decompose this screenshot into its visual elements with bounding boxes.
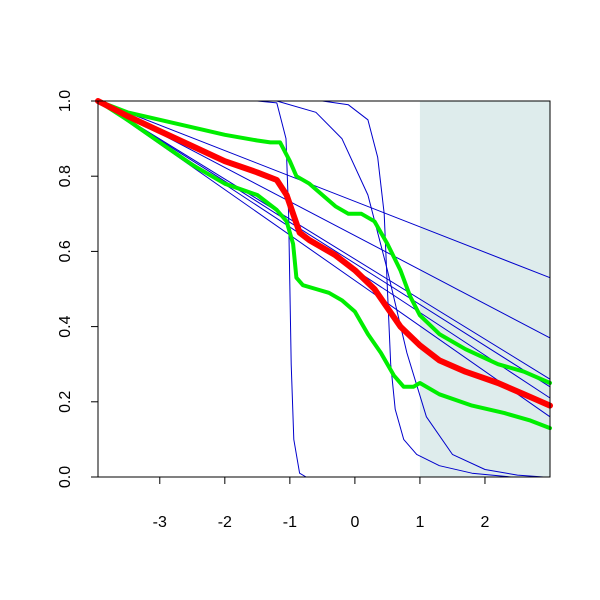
series-line-thin-0 xyxy=(97,100,551,279)
x-tick-label: -1 xyxy=(283,514,297,531)
shaded-region xyxy=(419,101,550,477)
y-tick-label: 0.2 xyxy=(57,391,74,413)
y-tick-label: 1.0 xyxy=(57,90,74,112)
series-line-thin-7 xyxy=(97,100,544,478)
series-line-thin-6 xyxy=(97,100,307,478)
y-tick-label: 0.6 xyxy=(57,240,74,262)
y-tick-label: 0.0 xyxy=(57,466,74,488)
series-line-lower-11 xyxy=(96,99,552,431)
x-tick-label: -3 xyxy=(153,514,167,531)
series-line-mean-9 xyxy=(95,98,553,409)
plot-frame xyxy=(97,100,551,478)
series-line-thin-2 xyxy=(97,100,551,380)
x-tick-label: 0 xyxy=(350,514,359,531)
x-tick-label: 1 xyxy=(415,514,424,531)
y-tick-label: 0.4 xyxy=(57,315,74,337)
series-line-upper-10 xyxy=(96,99,552,385)
x-tick-label: -2 xyxy=(218,514,232,531)
series-line-thin-8 xyxy=(97,100,551,478)
y-tick-label: 0.8 xyxy=(57,165,74,187)
series-line-thin-3 xyxy=(97,100,551,388)
x-tick-label: 2 xyxy=(481,514,490,531)
